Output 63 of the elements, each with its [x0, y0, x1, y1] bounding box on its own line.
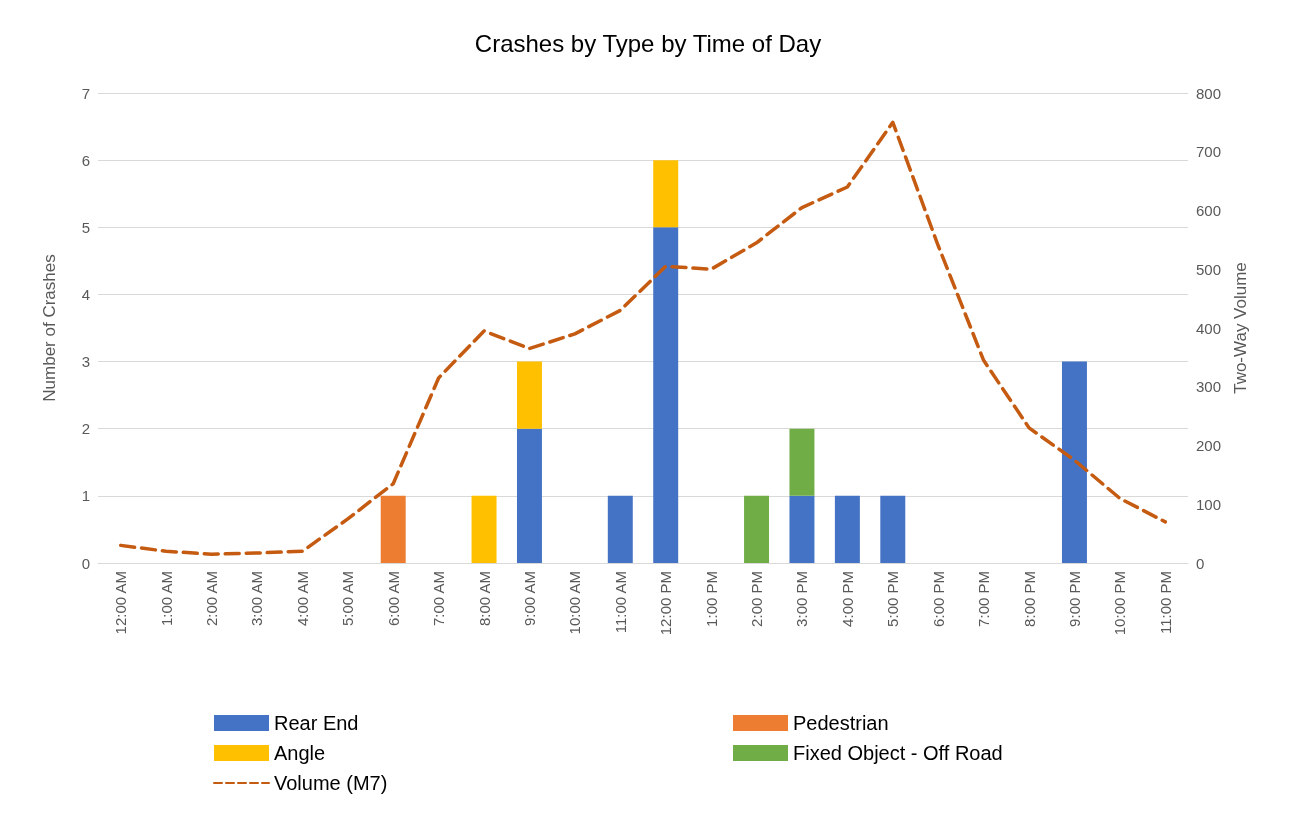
y-tick-label: 2	[81, 420, 90, 438]
x-tick-label: 6:00 PM	[929, 571, 947, 627]
y-tick-label: 4	[81, 285, 90, 303]
x-tick-label: 6:00 AM	[384, 571, 402, 627]
y-tick-label: 1	[81, 487, 90, 505]
x-tick-label: 10:00 AM	[566, 571, 584, 635]
y2-tick-label: 800	[1196, 84, 1222, 102]
x-tick-label: 2:00 PM	[748, 571, 766, 627]
x-tick-label: 9:00 AM	[520, 571, 538, 627]
x-tick-label: 11:00 AM	[611, 571, 629, 634]
x-tick-label: 3:00 PM	[793, 571, 811, 627]
bar	[834, 495, 860, 563]
y2-tick-label: 700	[1196, 143, 1222, 161]
x-tick-label: 3:00 AM	[248, 571, 266, 627]
y-tick-label: 5	[81, 218, 90, 236]
bar	[653, 160, 679, 228]
bar	[1061, 361, 1087, 563]
bar	[789, 495, 815, 563]
bar	[516, 428, 542, 563]
y2-tick-label: 100	[1196, 495, 1222, 513]
line-series	[118, 120, 1168, 556]
legend-label: Volume (M7)	[274, 772, 388, 794]
y2-tick-label: 500	[1196, 260, 1222, 278]
chart-title: Crashes by Type by Time of Day	[474, 29, 822, 57]
x-tick-label: 5:00 AM	[339, 571, 357, 627]
x-tick-label: 8:00 PM	[1020, 571, 1038, 627]
bar	[744, 495, 770, 563]
y-axis-title: Number of Crashes	[40, 254, 59, 402]
bar	[653, 227, 679, 563]
bar	[471, 495, 497, 563]
x-tick-label: 5:00 PM	[884, 571, 902, 627]
y2-tick-label: 200	[1196, 437, 1222, 454]
x-tick-label: 11:00 PM	[1156, 571, 1174, 635]
y2-tick-label: 600	[1196, 202, 1222, 219]
x-tick-label: 7:00 PM	[975, 571, 993, 627]
y-tick-label: 0	[81, 554, 90, 572]
x-tick-label: 12:00 PM	[657, 571, 675, 636]
y2-tick-label: 300	[1196, 378, 1222, 396]
bar	[516, 361, 542, 429]
legend-label: Fixed Object - Off Road	[793, 742, 1003, 764]
y-tick-label: 3	[81, 353, 90, 371]
x-tick-label: 7:00 AM	[430, 571, 448, 627]
y2-tick-label: 400	[1196, 319, 1222, 337]
x-tick-label: 10:00 PM	[1111, 571, 1129, 636]
x-tick-label: 4:00 PM	[838, 571, 856, 627]
y2-axis-title: Two-Way Volume	[1230, 262, 1250, 394]
bar	[607, 495, 633, 563]
bar	[380, 495, 406, 563]
x-tick-label: 8:00 AM	[475, 571, 493, 627]
y2-tick-label: 0	[1196, 554, 1205, 572]
bar	[789, 428, 815, 496]
x-tick-label: 2:00 AM	[203, 571, 221, 627]
bar	[880, 495, 906, 563]
x-tick-label: 9:00 PM	[1065, 571, 1083, 627]
y-tick-label: 6	[81, 151, 90, 169]
x-tick-label: 1:00 AM	[157, 571, 175, 627]
x-tick-label: 12:00 AM	[112, 571, 130, 635]
x-tick-label: 4:00 AM	[293, 571, 311, 627]
x-tick-label: 1:00 PM	[702, 571, 720, 627]
legend-label: Angle	[274, 742, 326, 764]
y-tick-label: 7	[81, 84, 90, 102]
legend-label: Pedestrian	[793, 712, 889, 734]
legend-label: Rear End	[274, 712, 359, 734]
